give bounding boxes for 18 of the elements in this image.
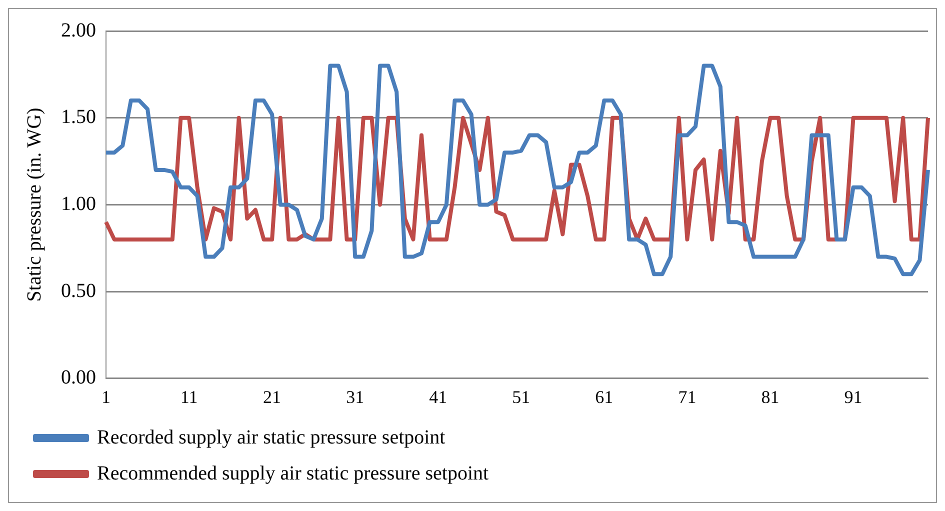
x-tick-label: 21 [263,386,282,407]
x-tick-label: 41 [429,386,448,407]
x-tick-label: 51 [512,386,530,407]
x-tick-label: 81 [761,386,780,407]
legend-label: Recommended supply air static pressure setpoint [97,462,490,484]
y-tick-label: 1.50 [61,106,96,128]
y-tick-label: 1.00 [61,192,96,215]
y-axis-title: Static pressure (in. WG) [23,108,46,302]
y-tick-label: 0.00 [61,366,96,389]
y-tick-label: 0.50 [61,280,96,302]
legend-label: Recorded supply air static pressure setpoint [97,426,446,448]
x-tick-label: 91 [844,386,862,407]
y-tick-label: 2.00 [61,19,96,42]
x-tick-label: 71 [678,386,696,407]
x-tick-label: 31 [346,386,364,407]
x-tick-label: 11 [180,386,198,407]
x-tick-label: 1 [102,386,110,407]
x-tick-label: 61 [595,386,614,407]
